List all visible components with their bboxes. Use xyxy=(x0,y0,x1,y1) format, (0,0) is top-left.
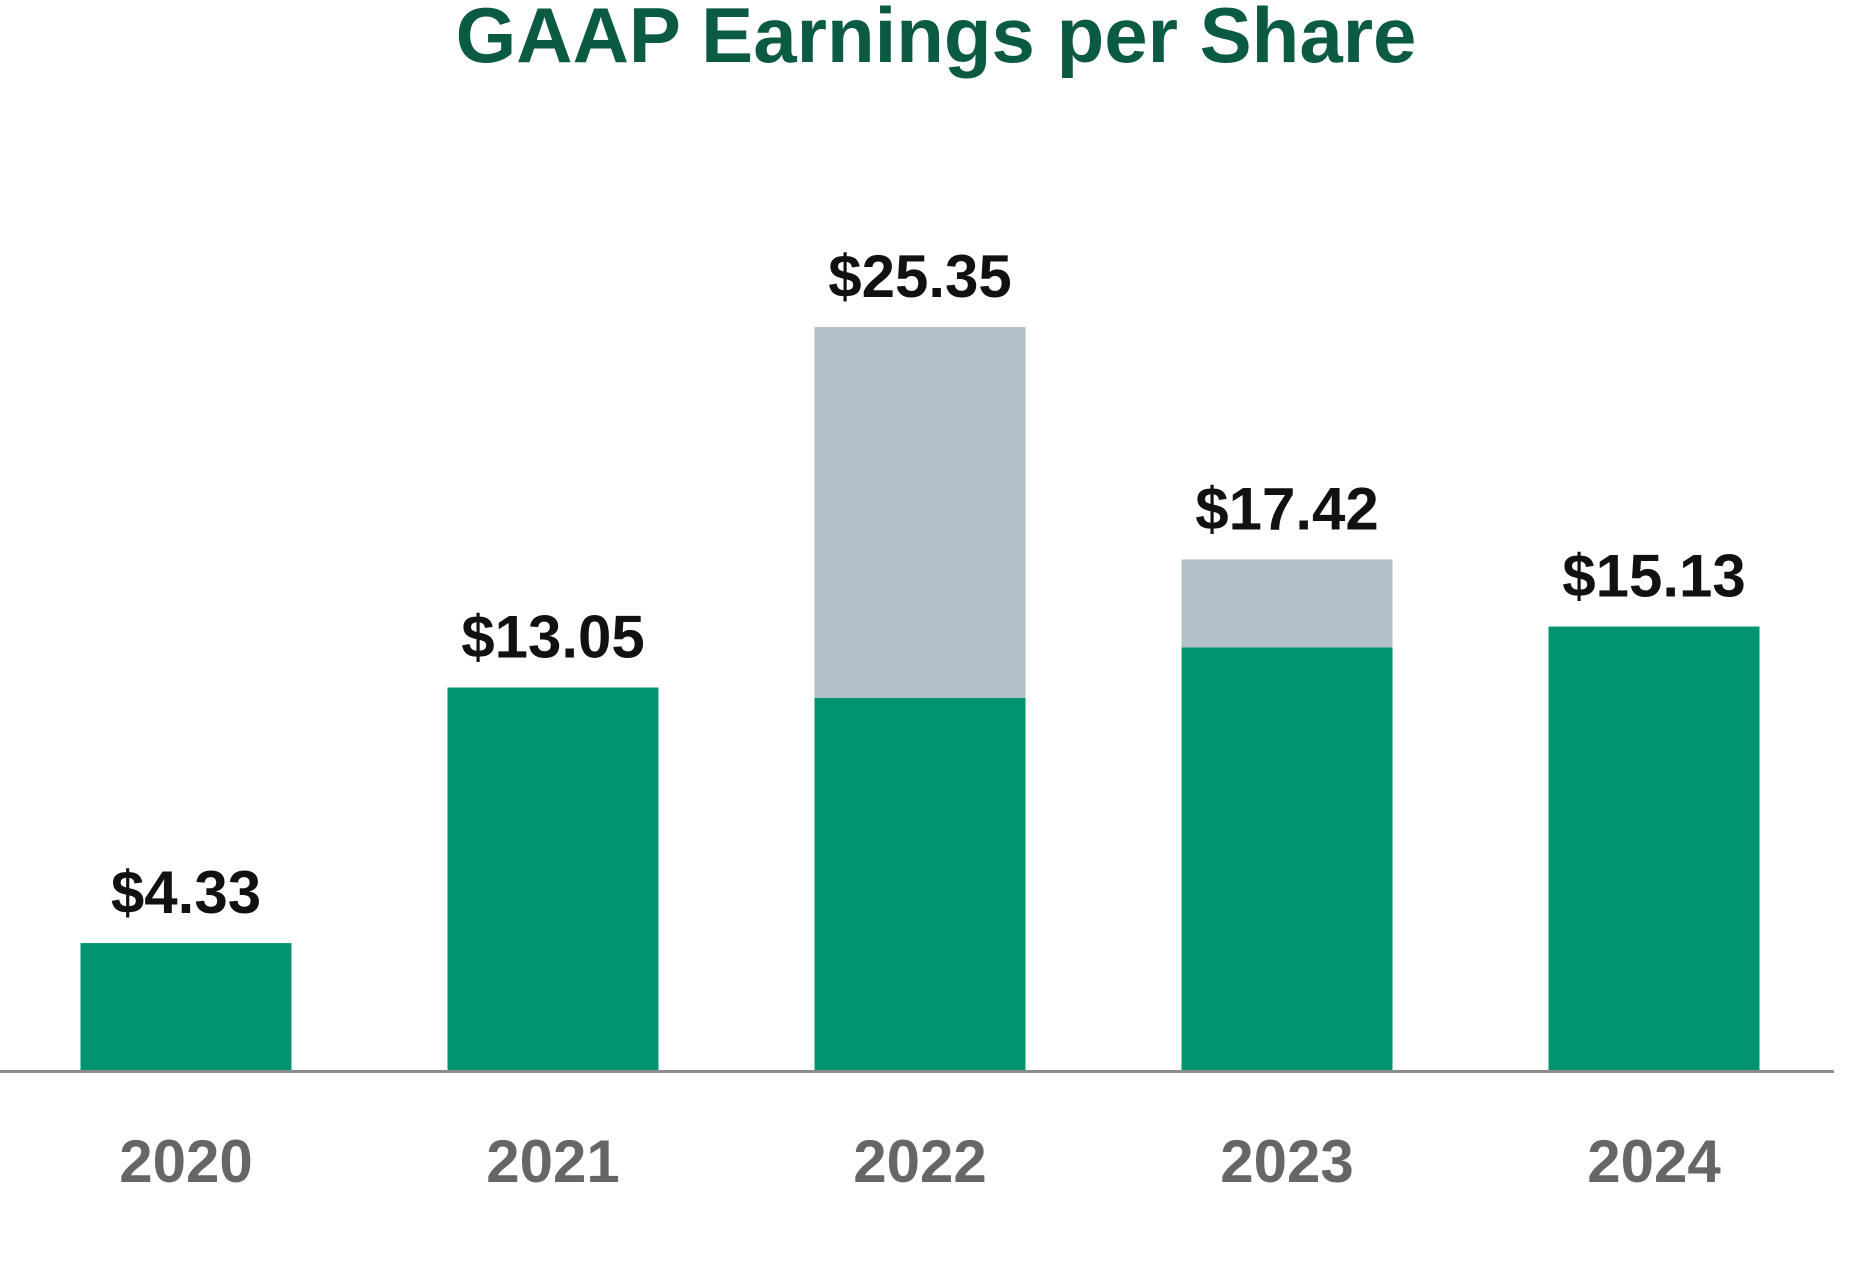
data-label-2023: $17.42 xyxy=(1195,475,1379,542)
x-tick-label-2022: 2022 xyxy=(853,1128,986,1195)
chart-title: GAAP Earnings per Share xyxy=(455,0,1417,79)
x-tick-label-2023: 2023 xyxy=(1220,1128,1353,1195)
x-tick-label-2021: 2021 xyxy=(486,1128,619,1195)
bar-2022-segment-1 xyxy=(814,697,1026,1070)
data-label-2024: $15.13 xyxy=(1562,543,1746,610)
bar-2020-segment-1 xyxy=(80,943,292,1070)
bar-2021-segment-1 xyxy=(447,687,659,1070)
labels-layer: $4.33 2020 $13.05 2021 $25.35 2022 $17.42 2023 $… xyxy=(111,243,1746,1195)
bar-2022-segment-2 xyxy=(814,327,1026,698)
bar-2024-segment-1 xyxy=(1548,626,1760,1070)
data-label-2020: $4.33 xyxy=(111,859,261,926)
data-label-2022: $25.35 xyxy=(828,243,1012,310)
data-label-2021: $13.05 xyxy=(461,604,645,671)
bar-2023-segment-1 xyxy=(1181,647,1393,1070)
bar-2023-segment-2 xyxy=(1181,559,1393,648)
x-tick-label-2020: 2020 xyxy=(119,1128,252,1195)
bars-layer xyxy=(80,327,1760,1070)
x-tick-label-2024: 2024 xyxy=(1587,1128,1721,1195)
